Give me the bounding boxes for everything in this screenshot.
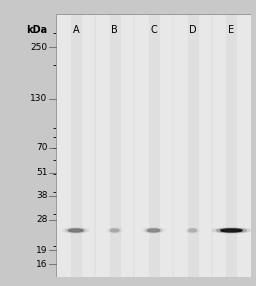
- Ellipse shape: [221, 229, 242, 232]
- Text: 16: 16: [36, 259, 47, 269]
- Text: B: B: [111, 25, 118, 35]
- Text: E: E: [228, 25, 234, 35]
- Ellipse shape: [187, 229, 198, 233]
- Text: 70: 70: [36, 143, 47, 152]
- Ellipse shape: [68, 229, 83, 232]
- Ellipse shape: [216, 229, 247, 233]
- Ellipse shape: [145, 229, 162, 233]
- Bar: [56, 14, 251, 277]
- Text: kDa: kDa: [26, 25, 47, 35]
- Ellipse shape: [110, 229, 119, 232]
- Text: 51: 51: [36, 168, 47, 177]
- Text: 250: 250: [30, 43, 47, 52]
- Ellipse shape: [109, 229, 121, 233]
- Text: 19: 19: [36, 246, 47, 255]
- Text: 28: 28: [36, 215, 47, 225]
- Ellipse shape: [107, 228, 122, 233]
- Ellipse shape: [189, 229, 196, 232]
- Ellipse shape: [212, 228, 251, 233]
- Ellipse shape: [142, 228, 165, 233]
- Text: 38: 38: [36, 191, 47, 200]
- Ellipse shape: [66, 229, 86, 233]
- Text: 130: 130: [30, 94, 47, 103]
- Text: C: C: [150, 25, 157, 35]
- Text: A: A: [72, 25, 79, 35]
- Ellipse shape: [62, 228, 89, 233]
- Ellipse shape: [186, 228, 199, 233]
- Ellipse shape: [147, 229, 160, 232]
- Text: D: D: [189, 25, 196, 35]
